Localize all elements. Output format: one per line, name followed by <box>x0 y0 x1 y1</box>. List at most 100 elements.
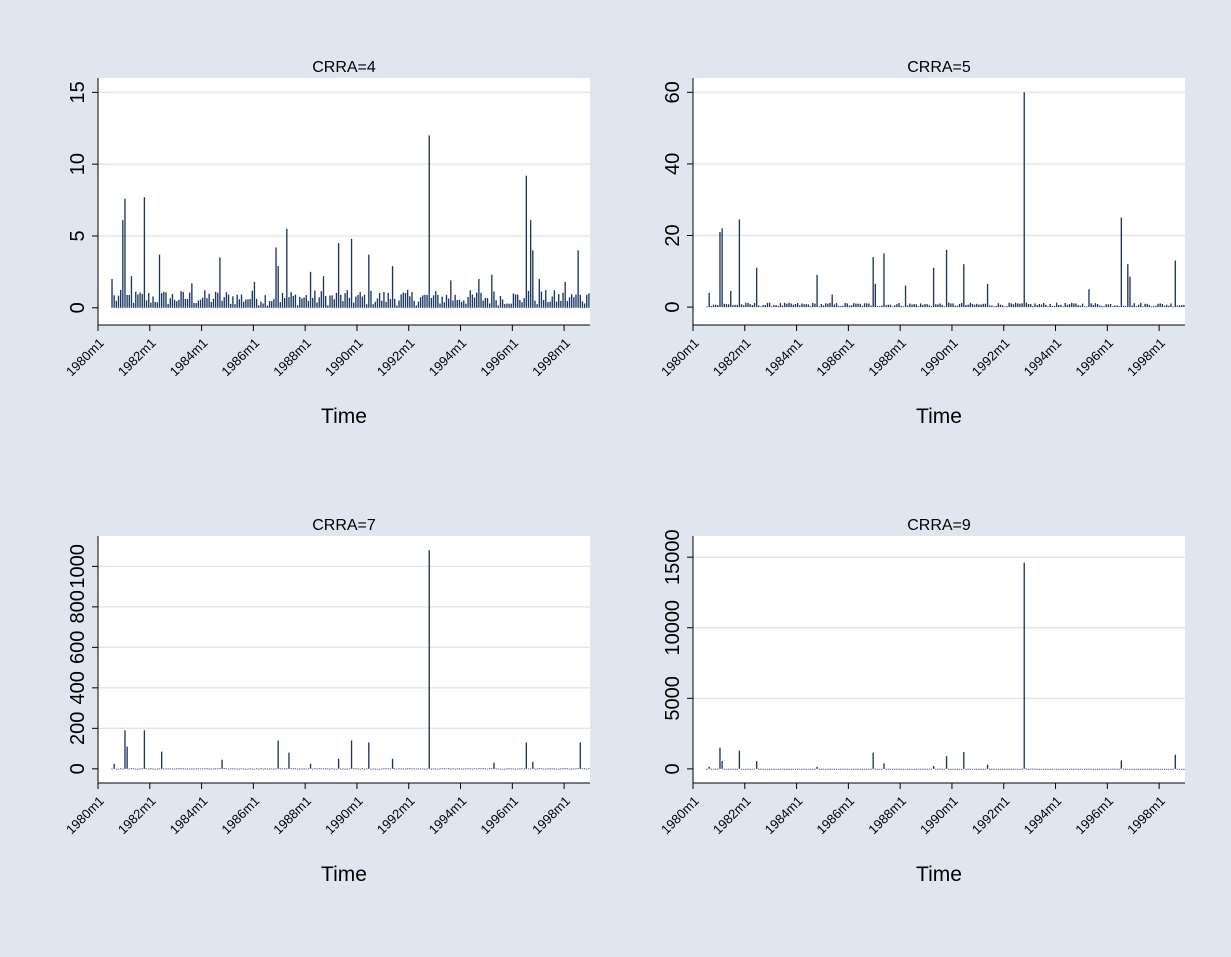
bar <box>717 768 719 770</box>
bar <box>551 768 553 770</box>
bar <box>855 768 857 770</box>
bar <box>1181 305 1183 308</box>
bar <box>1030 303 1032 308</box>
bar <box>1010 768 1012 770</box>
bar <box>290 292 292 308</box>
bar <box>1161 768 1164 770</box>
bar <box>292 768 294 770</box>
bar-peak <box>130 276 133 308</box>
bar <box>402 768 405 770</box>
bar <box>553 768 556 770</box>
bar <box>736 768 738 770</box>
bar <box>1004 768 1006 770</box>
bar <box>400 768 402 770</box>
bar <box>182 768 184 770</box>
bar <box>870 305 872 308</box>
bar <box>329 295 331 308</box>
bar <box>850 768 853 770</box>
bar <box>312 768 314 770</box>
x-tick-label: 1986m1 <box>813 335 857 379</box>
bar <box>1157 768 1159 770</box>
bar <box>837 768 840 770</box>
bar <box>1144 768 1146 770</box>
bar <box>725 768 728 770</box>
bar <box>447 768 450 770</box>
bar <box>997 303 1000 308</box>
bar <box>796 768 799 770</box>
bar-peak <box>368 742 370 769</box>
x-tick-label: 1996m1 <box>1072 793 1116 837</box>
bar <box>486 768 489 770</box>
bar-peak <box>491 274 493 308</box>
bar <box>919 768 922 770</box>
bar <box>286 768 288 770</box>
bar <box>217 292 219 308</box>
bar-peak <box>721 228 723 308</box>
bar <box>491 768 493 770</box>
bar-peak <box>450 280 452 308</box>
bar-peak <box>708 292 710 308</box>
bar <box>437 768 439 770</box>
bar <box>439 768 441 770</box>
bar <box>907 768 909 770</box>
x-tick-label: 1984m1 <box>167 793 211 837</box>
bar <box>1064 302 1066 308</box>
bar <box>294 294 297 308</box>
bar <box>242 301 245 308</box>
bar-peak <box>143 197 146 308</box>
bar <box>859 768 861 770</box>
bar <box>119 289 122 308</box>
y-tick-label: 800 <box>67 590 89 623</box>
bar <box>318 297 320 308</box>
x-tick-label: 1988m1 <box>270 793 314 837</box>
bar <box>1081 768 1084 770</box>
bar <box>840 306 842 308</box>
bar <box>1081 303 1084 308</box>
bar <box>169 768 171 770</box>
bar <box>238 299 241 308</box>
bar <box>803 304 805 308</box>
bar <box>176 301 178 308</box>
bar <box>902 306 905 308</box>
bar <box>807 768 810 770</box>
y-tick-label: 0 <box>67 763 89 774</box>
bar <box>355 296 357 308</box>
bar <box>801 303 803 308</box>
bar <box>322 768 325 770</box>
bar-peak <box>738 219 741 308</box>
bar <box>186 298 189 308</box>
bar <box>340 768 342 770</box>
bar-peak <box>564 281 566 308</box>
bar <box>930 306 933 308</box>
bar <box>193 768 195 770</box>
bar <box>545 768 547 770</box>
bar <box>570 768 573 770</box>
bar <box>762 768 764 770</box>
bar <box>1010 303 1012 308</box>
y-tick-label: 20 <box>662 224 684 246</box>
bar <box>454 768 456 770</box>
bar <box>1137 768 1140 770</box>
bar <box>792 768 795 770</box>
chart-title: CRRA=7 <box>312 517 376 534</box>
bar <box>1038 768 1041 770</box>
y-tick-label: 0 <box>67 302 89 313</box>
bar <box>894 305 896 308</box>
bar <box>967 304 969 308</box>
bar <box>344 293 346 308</box>
x-tick-label: 1996m1 <box>1072 335 1116 379</box>
bar <box>465 303 467 308</box>
bar <box>1008 302 1010 308</box>
bar <box>1036 768 1038 770</box>
bar <box>329 768 331 770</box>
bar <box>560 300 562 308</box>
x-tick-label: 1992m1 <box>374 793 418 837</box>
bar <box>419 768 422 770</box>
bar <box>764 768 766 770</box>
bar <box>307 768 310 770</box>
bar-peak <box>831 294 833 308</box>
bar <box>1047 306 1049 308</box>
bar <box>1163 305 1166 308</box>
bar <box>476 292 478 308</box>
bar <box>1181 768 1183 770</box>
